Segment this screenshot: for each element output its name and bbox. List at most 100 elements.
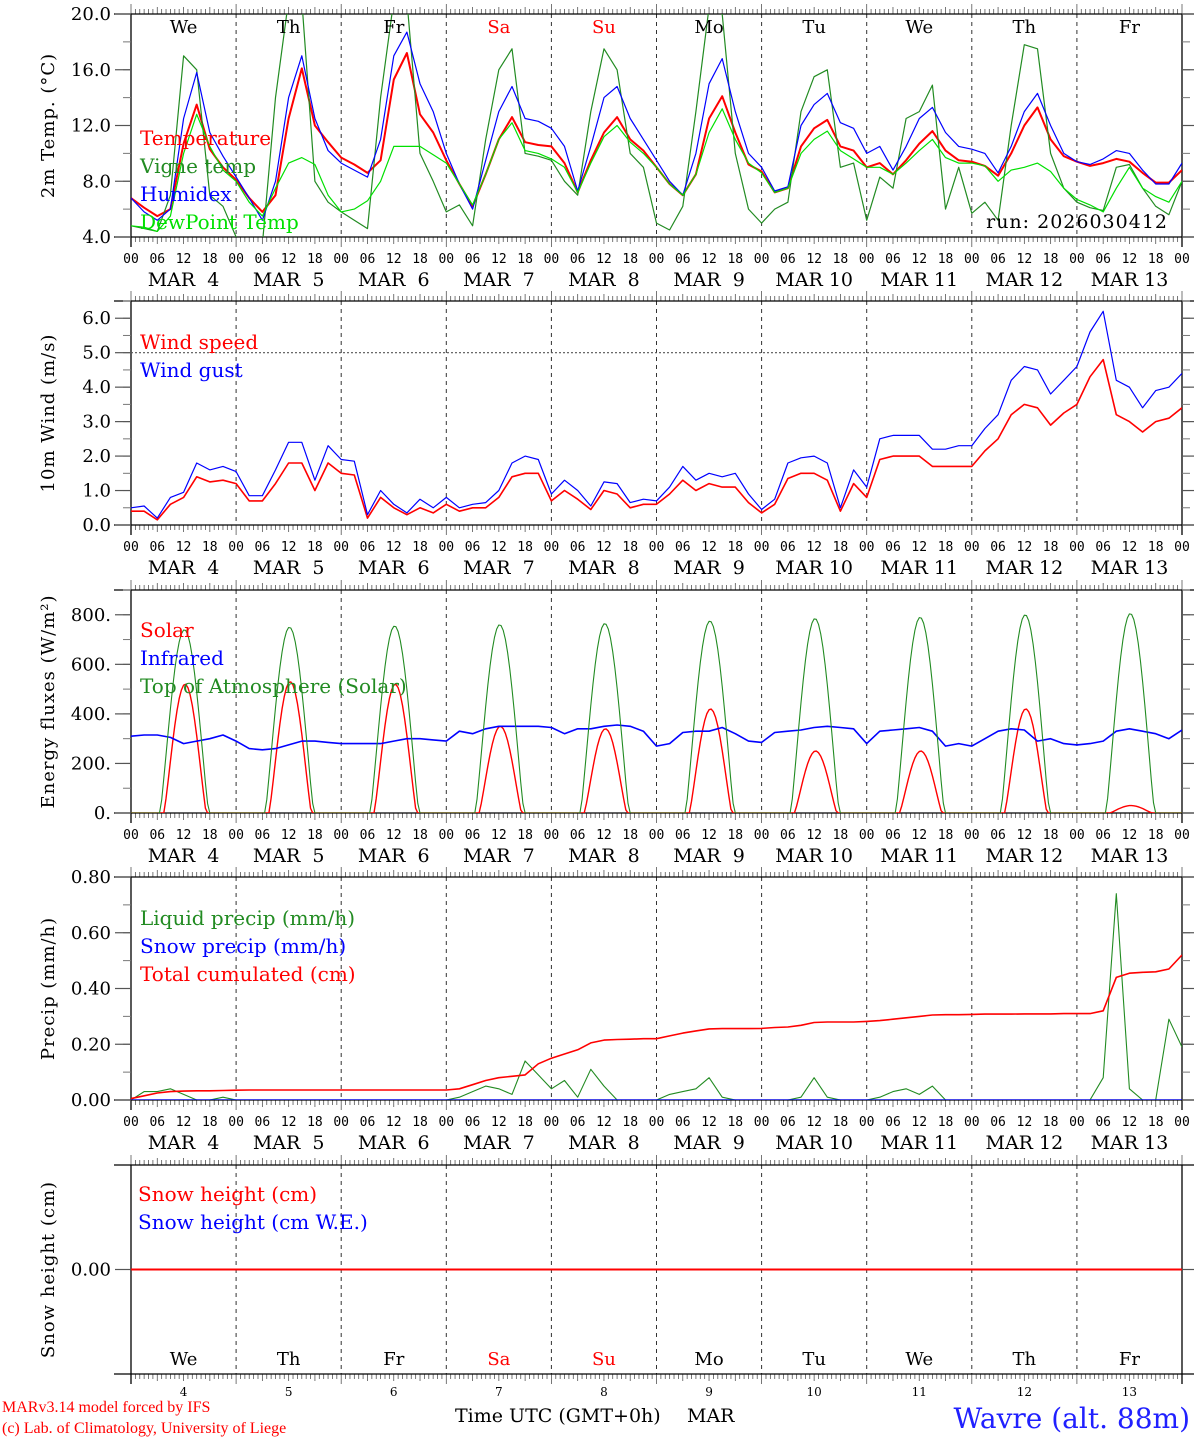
hour-label: 12: [596, 828, 612, 843]
hour-label: 00: [123, 540, 139, 555]
y-tick-label: 12.0: [71, 116, 111, 137]
hour-label: 18: [1043, 1115, 1059, 1130]
hour-label: 18: [833, 1115, 849, 1130]
hour-label: 00: [1174, 540, 1190, 555]
hour-label: 18: [1043, 828, 1059, 843]
date-label: MAR 9: [673, 269, 745, 291]
hour-label: 12: [386, 828, 402, 843]
hour-label: 18: [517, 540, 533, 555]
hour-label: 12: [1122, 828, 1138, 843]
panel-4: 0.00 0.20 0.40 0.60 0.80 Precip (mm/h) Liquid …: [38, 867, 1194, 1154]
hour-label: 12: [701, 1115, 717, 1130]
hour-label: 00: [859, 1115, 875, 1130]
y-tick-label: 3.0: [82, 412, 111, 433]
hour-label: 12: [596, 540, 612, 555]
hour-label: 12: [386, 252, 402, 267]
hour-label: 12: [386, 1115, 402, 1130]
date-label: MAR 8: [568, 845, 640, 867]
hour-label: 12: [491, 540, 507, 555]
hour-label: 06: [570, 828, 586, 843]
legend-entry: Snow height (cm): [138, 1182, 317, 1206]
day-label: Th: [1013, 1349, 1037, 1370]
hour-label: 12: [701, 540, 717, 555]
hour-label: 00: [544, 540, 560, 555]
hour-label: 12: [806, 1115, 822, 1130]
hour-label: 00: [754, 252, 770, 267]
y-axis-title: Snow height (cm): [38, 1181, 59, 1358]
hour-label: 12: [281, 252, 297, 267]
hour-label: 00: [228, 828, 244, 843]
y-tick-label: 2.0: [82, 446, 111, 467]
hour-label: 06: [149, 540, 165, 555]
y-tick-label: 0.00: [71, 1260, 111, 1281]
date-label: MAR 13: [1091, 845, 1169, 867]
hour-label: 06: [675, 252, 691, 267]
hour-label: 12: [911, 1115, 927, 1130]
hour-label: 06: [465, 540, 481, 555]
date-number-label: 10: [807, 1385, 822, 1399]
y-tick-label: 800.: [71, 605, 111, 626]
hour-label: 06: [1095, 252, 1111, 267]
hour-label: 12: [281, 1115, 297, 1130]
hour-label: 06: [255, 1115, 271, 1130]
hour-label: 06: [885, 828, 901, 843]
hour-label: 12: [176, 1115, 192, 1130]
hour-label: 12: [281, 828, 297, 843]
y-tick-label: 1.0: [82, 481, 111, 502]
date-label: MAR 10: [775, 557, 853, 579]
day-label: We: [170, 17, 198, 38]
date-label: MAR 11: [880, 845, 958, 867]
date-label: MAR 8: [568, 269, 640, 291]
y-tick-label: 0.0: [82, 515, 111, 536]
hour-label: 12: [176, 540, 192, 555]
hour-label: 18: [412, 828, 428, 843]
day-label: Th: [277, 1349, 301, 1370]
series-group: [131, 613, 1182, 813]
hour-label: 18: [622, 1115, 638, 1130]
series-line-wind-gust: [131, 310, 1182, 519]
hour-label: 12: [596, 1115, 612, 1130]
hour-label: 06: [780, 252, 796, 267]
y-axis-title: 2m Temp. (°C): [38, 53, 59, 198]
hour-label: 12: [1017, 252, 1033, 267]
series-line-wind-speed: [131, 358, 1182, 521]
hour-label: 00: [649, 828, 665, 843]
y-tick-label: 4.0: [82, 227, 111, 248]
day-label: Fr: [383, 17, 404, 38]
hour-label: 12: [1122, 1115, 1138, 1130]
date-label: MAR 5: [253, 557, 325, 579]
day-label: Sa: [487, 17, 510, 38]
hour-label: 12: [806, 828, 822, 843]
hour-label: 06: [675, 1115, 691, 1130]
hour-label: 00: [754, 540, 770, 555]
legend-entry: Top of Atmosphere (Solar): [140, 674, 407, 698]
y-tick-label: 16.0: [71, 60, 111, 81]
hour-label: 06: [1095, 828, 1111, 843]
hour-label: 12: [176, 828, 192, 843]
legend-entry: Solar: [140, 618, 194, 642]
hour-label: 18: [833, 252, 849, 267]
day-label: Fr: [383, 1349, 404, 1370]
date-number-label: 5: [285, 1385, 293, 1399]
hour-label: 06: [990, 1115, 1006, 1130]
date-label: MAR 9: [673, 1132, 745, 1154]
date-label: MAR 13: [1091, 557, 1169, 579]
hour-label: 00: [649, 540, 665, 555]
y-tick-label: 0.20: [71, 1034, 111, 1055]
date-number-label: 11: [912, 1385, 927, 1399]
hour-label: 12: [1017, 540, 1033, 555]
hour-label: 12: [911, 252, 927, 267]
hour-label: 00: [228, 252, 244, 267]
hour-label: 00: [123, 1115, 139, 1130]
y-tick-label: 200.: [71, 753, 111, 774]
hour-label: 18: [938, 252, 954, 267]
hour-label: 06: [255, 252, 271, 267]
date-label: MAR 12: [985, 557, 1063, 579]
y-tick-label: 5.0: [82, 343, 111, 364]
y-tick-label: 0.00: [71, 1090, 111, 1111]
series-group: [131, 893, 1182, 1100]
legend-entry: Total cumulated (cm): [140, 962, 356, 986]
y-tick-label: 600.: [71, 654, 111, 675]
day-label: Su: [592, 1349, 616, 1370]
date-label: MAR 5: [253, 1132, 325, 1154]
